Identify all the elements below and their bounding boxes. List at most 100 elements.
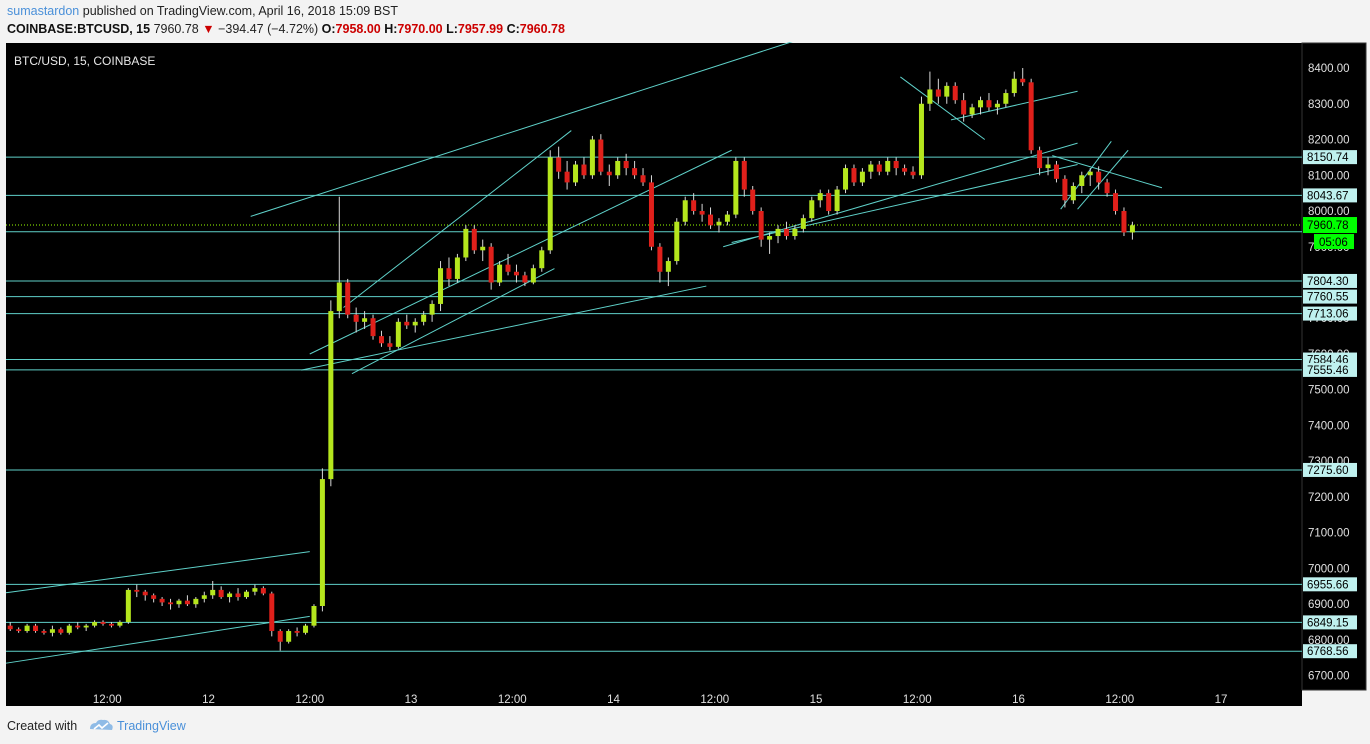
candle-body[interactable] [1121, 211, 1127, 233]
candle-body[interactable] [758, 211, 764, 240]
candle-body[interactable] [598, 139, 604, 172]
candle-body[interactable] [235, 593, 241, 598]
trend-line[interactable] [1060, 141, 1112, 210]
trend-line[interactable] [1077, 149, 1129, 210]
candle-body[interactable] [539, 250, 545, 269]
candle-body[interactable] [1037, 150, 1043, 169]
candle-body[interactable] [674, 221, 680, 262]
candle-body[interactable] [733, 160, 739, 215]
candle-body[interactable] [1011, 78, 1017, 94]
candle-body[interactable] [927, 89, 933, 104]
candle-body[interactable] [682, 200, 688, 222]
candle-body[interactable] [412, 321, 418, 326]
candle-body[interactable] [319, 479, 325, 606]
candle-body[interactable] [117, 622, 123, 626]
candle-body[interactable] [353, 314, 359, 322]
candle-body[interactable] [193, 598, 199, 605]
candle-body[interactable] [1020, 78, 1026, 83]
candle-body[interactable] [134, 589, 140, 592]
price-chart[interactable]: 6700.00 6800.00 6900.00 7000.00 7100.00 7200.… [0, 42, 1370, 706]
trend-line[interactable] [1052, 155, 1163, 189]
level-price-tag[interactable] [1303, 644, 1357, 659]
candle-body[interactable] [286, 631, 292, 642]
candle-body[interactable] [269, 593, 275, 632]
candle-body[interactable] [294, 631, 300, 633]
candle-body[interactable] [859, 171, 865, 183]
trend-line[interactable] [309, 149, 732, 355]
level-price-tag[interactable] [1303, 615, 1357, 630]
candle-body[interactable] [429, 303, 435, 315]
candle-body[interactable] [201, 595, 207, 599]
candle-body[interactable] [378, 336, 384, 344]
trend-line[interactable] [343, 130, 572, 308]
candle-body[interactable] [151, 595, 157, 599]
candle-body[interactable] [691, 200, 697, 212]
candle-body[interactable] [421, 314, 427, 322]
level-price-tag[interactable] [1303, 462, 1357, 477]
candle-body[interactable] [741, 160, 747, 190]
candle-body[interactable] [868, 164, 874, 172]
level-price-tag[interactable] [1303, 362, 1357, 377]
candle-body[interactable] [58, 629, 64, 633]
candle-body[interactable] [935, 89, 941, 97]
candle-body[interactable] [708, 214, 714, 226]
candle-body[interactable] [125, 589, 131, 623]
trend-line[interactable] [900, 76, 986, 140]
candle-body[interactable] [724, 214, 730, 222]
candle-body[interactable] [142, 591, 148, 596]
candle-body[interactable] [184, 600, 190, 605]
candle-body[interactable] [918, 103, 924, 176]
candle-body[interactable] [260, 588, 266, 594]
time-axis[interactable] [6, 690, 1302, 706]
candle-body[interactable] [547, 157, 553, 251]
candle-body[interactable] [92, 622, 98, 626]
candle-body[interactable] [573, 164, 579, 183]
candle-body[interactable] [1062, 178, 1068, 201]
candle-body[interactable] [1045, 164, 1051, 169]
candle-body[interactable] [252, 588, 258, 592]
trend-line[interactable] [250, 42, 799, 217]
candle-body[interactable] [1003, 93, 1009, 104]
candle-body[interactable] [328, 311, 334, 480]
candle-body[interactable] [581, 164, 587, 176]
candle-body[interactable] [809, 200, 815, 219]
candle-body[interactable] [218, 589, 224, 598]
trend-line[interactable] [5, 551, 310, 594]
level-price-tag[interactable] [1303, 273, 1357, 288]
candle-body[interactable] [480, 246, 486, 251]
level-price-tag[interactable] [1303, 188, 1357, 203]
candle-body[interactable] [843, 168, 849, 190]
candle-body[interactable] [978, 100, 984, 108]
candle-body[interactable] [750, 189, 756, 212]
trend-line[interactable] [5, 615, 310, 664]
candle-body[interactable] [800, 218, 806, 229]
candle-body[interactable] [488, 246, 494, 283]
candle-body[interactable] [1113, 193, 1119, 212]
candle-body[interactable] [345, 282, 351, 315]
candle-body[interactable] [716, 221, 722, 226]
candle-body[interactable] [41, 631, 47, 633]
candle-body[interactable] [505, 264, 511, 272]
plot-area[interactable] [6, 43, 1302, 690]
candle-body[interactable] [1028, 82, 1034, 151]
trend-line[interactable] [351, 268, 555, 375]
candle-body[interactable] [817, 193, 823, 201]
level-price-tag[interactable] [1303, 150, 1357, 165]
trend-line[interactable] [723, 142, 1078, 248]
candle-body[interactable] [1129, 225, 1135, 233]
candle-body[interactable] [1087, 171, 1093, 176]
author-link[interactable]: sumastardon [7, 4, 80, 18]
candle-body[interactable] [446, 268, 452, 279]
candle-body[interactable] [826, 193, 832, 212]
candle-body[interactable] [100, 622, 106, 624]
candle-body[interactable] [556, 157, 562, 172]
candle-body[interactable] [513, 271, 519, 276]
candle-body[interactable] [615, 160, 621, 176]
candle-body[interactable] [1104, 182, 1110, 194]
candle-body[interactable] [168, 602, 174, 605]
candle-body[interactable] [606, 171, 612, 176]
candle-body[interactable] [404, 321, 410, 326]
candle-body[interactable] [210, 589, 216, 596]
candle-body[interactable] [986, 100, 992, 108]
candle-body[interactable] [885, 160, 891, 172]
